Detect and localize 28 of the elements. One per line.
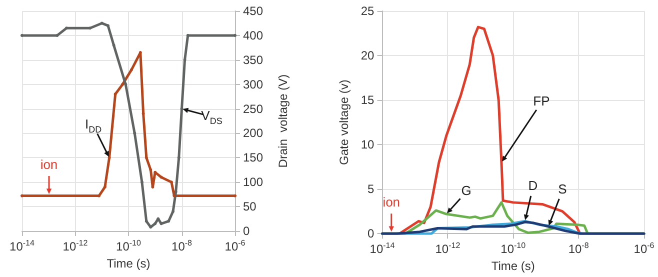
- y2-tick-label: 150: [243, 150, 264, 165]
- y2-tick-label: 350: [243, 52, 264, 67]
- text: D: [528, 178, 538, 194]
- series-label: I$_{DD}$: [84, 117, 102, 136]
- y2-tick-label: 250: [243, 102, 264, 116]
- y2-tick-label: 200: [243, 126, 264, 140]
- y2-tick-label: 300: [243, 77, 264, 92]
- y-tick-label: 20: [360, 48, 375, 63]
- y-axis-title: Gate voltage (v): [337, 80, 351, 165]
- y2-tick-label: 100: [243, 175, 264, 190]
- y2-axis-title: Drain voltage (V): [276, 74, 290, 168]
- y2-tick-label: 400: [243, 28, 264, 42]
- y2-tick-label: 0: [243, 224, 250, 238]
- y-tick-label: 0: [368, 226, 375, 241]
- y2-tick-label: 50: [243, 200, 257, 214]
- series-label: V$_{DS}$: [201, 108, 222, 126]
- x-axis-title: Time (s): [106, 256, 150, 270]
- y-tick-label: 25: [360, 4, 375, 18]
- text: FP: [533, 94, 550, 109]
- y2-tick-label: 450: [243, 4, 264, 18]
- annotation: ion: [382, 195, 400, 210]
- annotation: ion: [40, 157, 58, 172]
- series-label: G: [461, 183, 472, 198]
- y-tick-label: 5: [368, 182, 375, 196]
- text: S: [558, 182, 568, 197]
- y-tick-label: 15: [360, 93, 375, 108]
- y-tick-label: 10: [360, 138, 375, 152]
- x-axis-title: Time (s): [491, 259, 535, 273]
